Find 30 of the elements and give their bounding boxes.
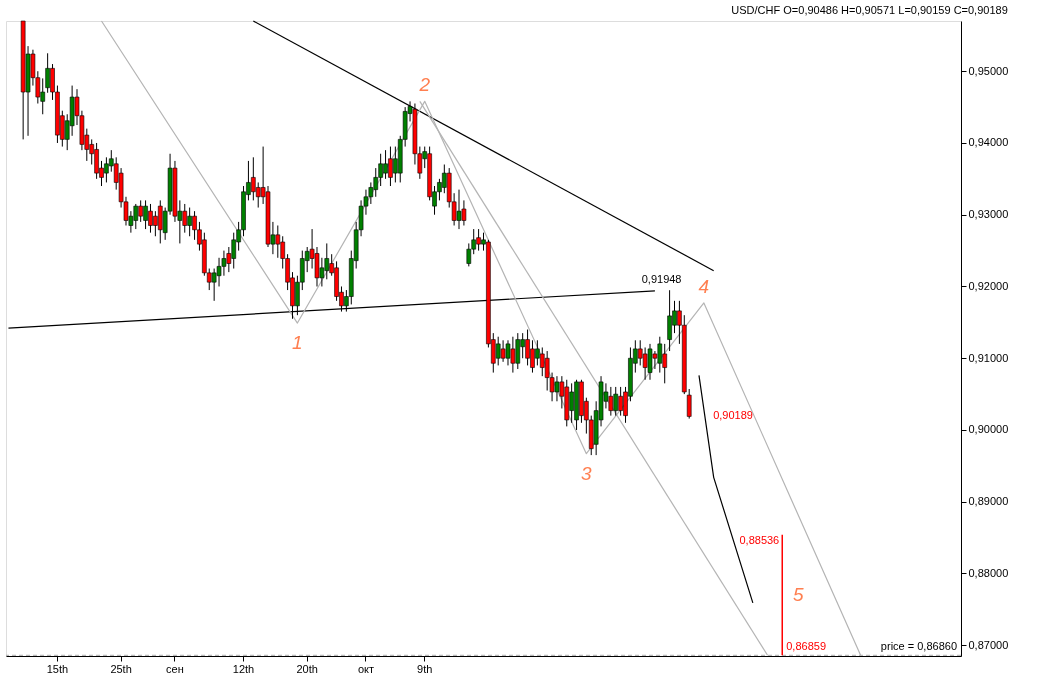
- x-tick-label: 15th: [46, 662, 69, 675]
- y-tick-label: 0,95000: [968, 64, 1009, 77]
- annotation: 2: [418, 74, 431, 96]
- annotation: 3: [581, 462, 593, 484]
- chart-title: USD/CHF O=0,90486 H=0,90571 L=0,90159 C=0,90189: [731, 4, 1008, 17]
- x-tick-label: окт: [357, 662, 375, 675]
- y-tick-label: 0,90000: [968, 423, 1009, 436]
- annotation: 0,86859: [786, 640, 827, 653]
- x-tick-label: 25th: [110, 662, 132, 675]
- x-tick-label: 20th: [296, 662, 318, 675]
- candlestick: [466, 242, 472, 267]
- y-tick-label: 0,91000: [968, 351, 1009, 364]
- y-tick-label: 0,88000: [968, 566, 1009, 579]
- annotation: 0,88536: [739, 533, 780, 546]
- y-tick-label: 0,89000: [968, 495, 1009, 508]
- annotation: 4: [698, 275, 710, 297]
- x-tick-label: сен: [166, 662, 184, 675]
- candlestick: [686, 388, 692, 420]
- y-tick-label: 0,94000: [968, 136, 1009, 149]
- annotation: 5: [792, 584, 804, 606]
- annotation: 0,90189: [713, 409, 753, 422]
- x-tick-label: 12th: [232, 662, 255, 675]
- annotation: 1: [292, 332, 303, 354]
- y-tick-label: 0,92000: [968, 279, 1009, 292]
- candlestick: [495, 336, 501, 366]
- y-tick-label: 0,87000: [968, 638, 1009, 651]
- y-tick-label: 0,93000: [968, 208, 1009, 221]
- x-tick-label: 9th: [417, 662, 433, 675]
- ref-line-label: price = 0,86860: [880, 640, 957, 653]
- annotation: 0,91948: [641, 273, 682, 286]
